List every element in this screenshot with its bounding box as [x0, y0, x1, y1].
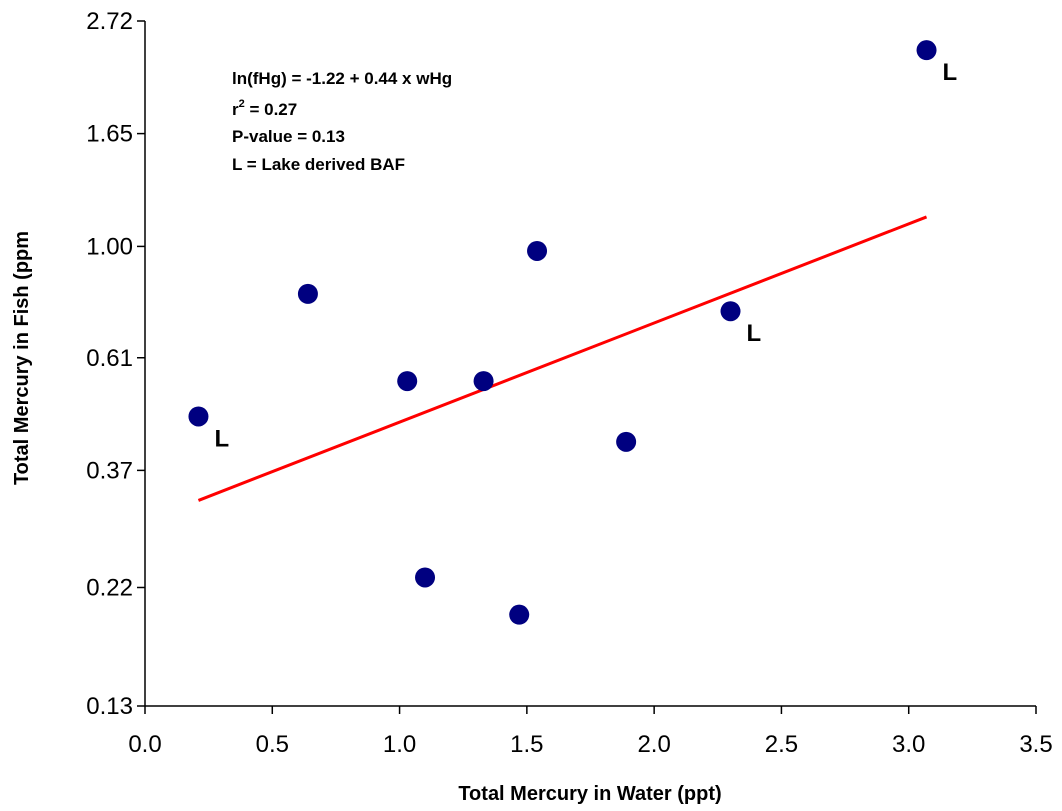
lake-derived-legend: L = Lake derived BAF [232, 155, 405, 174]
data-points [188, 40, 937, 625]
point-labels: L L L [214, 59, 957, 452]
annotation-block: ln(fHg) = -1.22 + 0.44 x wHg r2 = 0.27 P… [232, 69, 452, 174]
x-tick-label: 3.5 [1019, 731, 1052, 758]
r-squared-superscript: 2 [239, 98, 245, 110]
lake-point-label: L [747, 320, 762, 347]
data-point [916, 40, 937, 61]
data-point [616, 431, 637, 452]
data-point [527, 240, 548, 261]
lake-point-label: L [214, 425, 229, 452]
p-value-annotation: P-value = 0.13 [232, 127, 345, 146]
y-tick-label: 1.65 [86, 121, 133, 148]
y-tick-label: 0.13 [86, 693, 133, 720]
data-point [415, 567, 436, 588]
data-point [720, 301, 741, 322]
y-axis-title: Total Mercury in Fish (ppm [11, 231, 33, 485]
y-tick-label: 0.22 [86, 574, 133, 601]
data-point [297, 283, 318, 304]
x-axis-ticks: 0.0 0.5 1.0 1.5 2.0 2.5 3.0 3.5 [128, 706, 1053, 758]
r-squared-value: = 0.27 [245, 100, 297, 119]
regression-trendline [197, 215, 928, 502]
axes [144, 21, 1036, 707]
r-squared-base: r [232, 100, 239, 119]
x-tick-label: 1.0 [383, 731, 416, 758]
lake-point-label: L [943, 59, 958, 86]
data-point [473, 371, 494, 392]
x-tick-label: 1.5 [510, 731, 543, 758]
trendline-group [197, 215, 928, 502]
y-tick-label: 1.00 [86, 233, 133, 260]
x-tick-label: 0.0 [128, 731, 161, 758]
x-axis-title: Total Mercury in Water (ppt) [458, 783, 721, 805]
y-tick-label: 0.61 [86, 345, 133, 372]
x-tick-label: 2.5 [765, 731, 798, 758]
x-tick-label: 3.0 [892, 731, 925, 758]
y-tick-label: 2.72 [86, 8, 133, 35]
y-axis-ticks: 0.13 0.22 0.37 0.61 1.00 1.65 2.72 [86, 8, 145, 720]
r-squared-annotation: r2 = 0.27 [232, 98, 297, 119]
x-tick-label: 0.5 [256, 731, 289, 758]
x-tick-label: 2.0 [637, 731, 670, 758]
y-tick-label: 0.37 [86, 457, 133, 484]
data-point [188, 406, 209, 427]
equation-annotation: ln(fHg) = -1.22 + 0.44 x wHg [232, 69, 452, 88]
data-point [509, 604, 530, 625]
data-point [397, 371, 418, 392]
